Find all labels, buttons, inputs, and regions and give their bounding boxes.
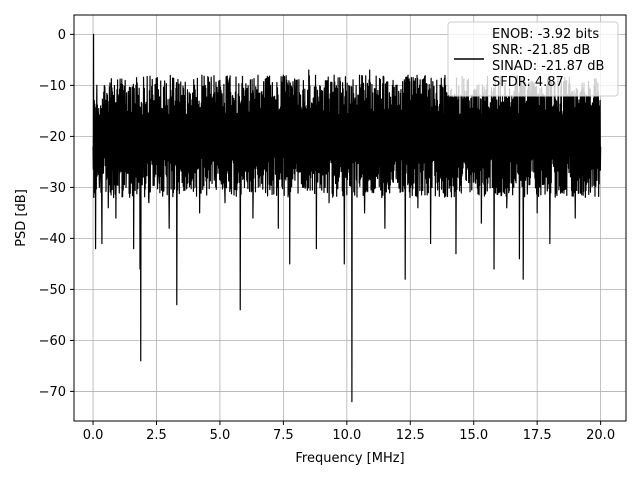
x-tick-label: 5.0 [210,428,231,443]
x-tick-label: 17.5 [523,428,552,443]
legend: ENOB: -3.92 bits SNR: -21.85 dB SINAD: -… [447,21,619,97]
x-tick-label: 10.0 [332,428,361,443]
y-axis-label: PSD [dB] [14,189,29,247]
axes-frame [73,14,627,422]
y-tick-label: −50 [39,283,66,298]
y-tick-label: −40 [39,232,66,247]
x-tick-label: 12.5 [396,428,425,443]
psd-series-line [92,33,602,403]
legend-entry-line-2: SNR: -21.85 dB [492,43,590,58]
legend-entry-line-3: SINAD: -21.87 dB [492,59,604,74]
x-axis-ticks: 0.0 2.5 5.0 7.5 10.0 12.5 15.0 17.5 20.0 [83,421,615,443]
x-tick-label: 2.5 [146,428,167,443]
x-tick-label: 20.0 [586,428,615,443]
x-tick-label: 15.0 [459,428,488,443]
y-tick-label: −30 [39,181,66,196]
plot-area [92,33,602,403]
y-tick-label: −70 [39,385,66,400]
x-tick-label: 7.5 [273,428,294,443]
y-tick-label: −60 [39,334,66,349]
y-tick-label: −20 [39,130,66,145]
y-axis-ticks: 0 −10 −20 −30 −40 −50 −60 −70 [39,28,74,400]
legend-box [447,21,619,97]
y-tick-label: 0 [58,28,66,43]
series-layer [92,33,602,403]
x-tick-label: 0.0 [83,428,104,443]
y-tick-label: −10 [39,79,66,94]
x-axis-label: Frequency [MHz] [295,451,404,466]
legend-entry-line-1: ENOB: -3.92 bits [492,27,599,42]
legend-entry-line-4: SFDR: 4.87 [492,75,564,90]
